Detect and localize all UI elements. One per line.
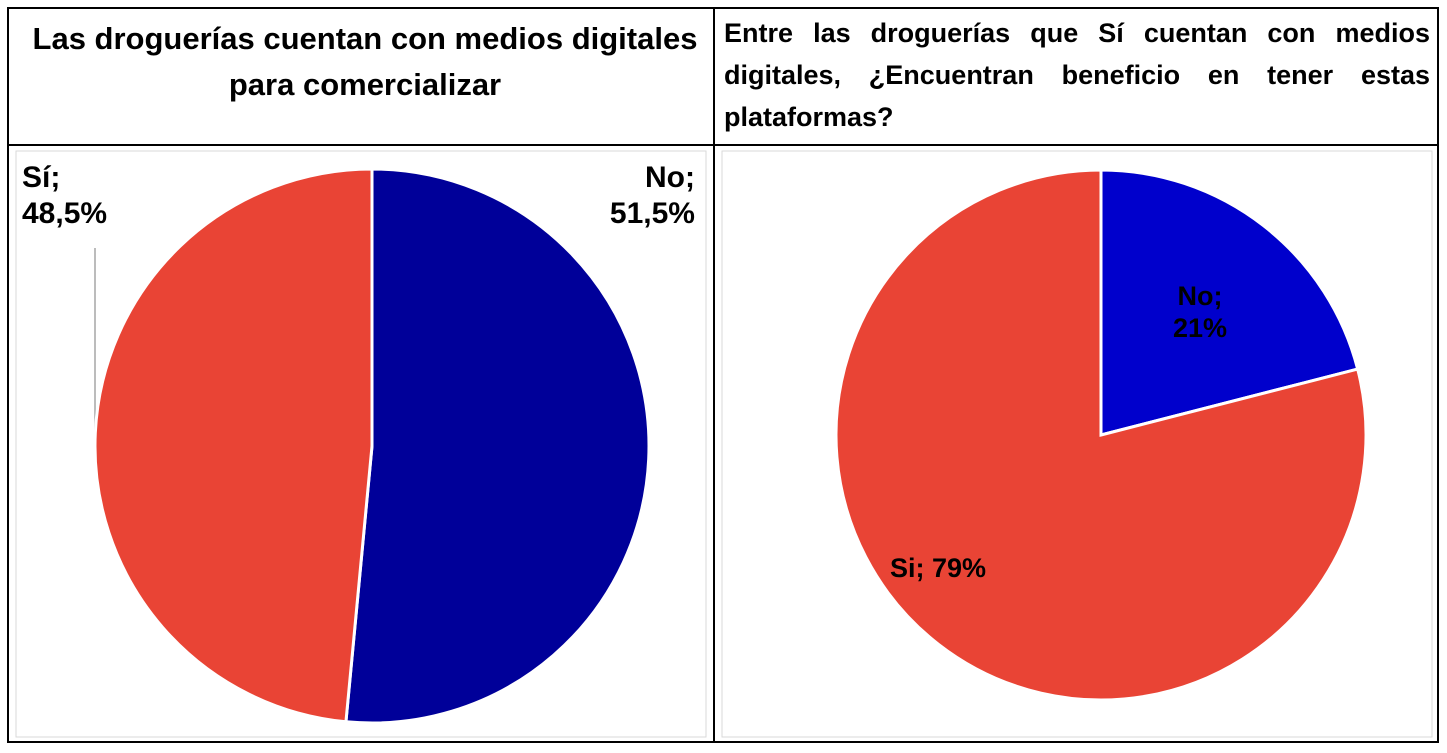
chart-title: Entre las droguerías que Sí cuentan con …: [724, 18, 1430, 132]
data-label: Si; 79%: [890, 553, 987, 583]
row-divider: [7, 144, 1439, 146]
chart-title: Las droguerías cuentan con medios digita…: [32, 21, 698, 102]
data-label: No; 21%: [1172, 281, 1228, 343]
pie-slice: [93, 167, 374, 724]
data-label: No; 51,5%: [609, 161, 695, 230]
chart-area: [721, 150, 1433, 738]
chart-area: [15, 150, 707, 738]
table-border: [7, 7, 1439, 743]
pie-slice: [834, 168, 1368, 702]
data-label: Sí; 48,5%: [22, 161, 108, 230]
pie-slice: [344, 167, 651, 725]
column-divider: [713, 7, 715, 743]
pie-slice: [1099, 168, 1360, 437]
